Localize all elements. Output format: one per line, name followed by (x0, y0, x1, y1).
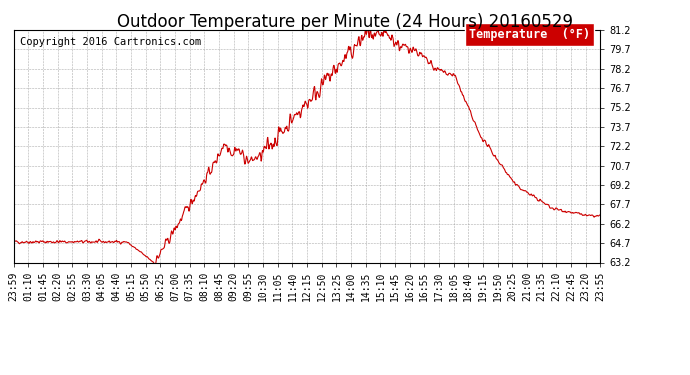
Text: Outdoor Temperature per Minute (24 Hours) 20160529: Outdoor Temperature per Minute (24 Hours… (117, 13, 573, 31)
Text: Copyright 2016 Cartronics.com: Copyright 2016 Cartronics.com (19, 37, 201, 47)
